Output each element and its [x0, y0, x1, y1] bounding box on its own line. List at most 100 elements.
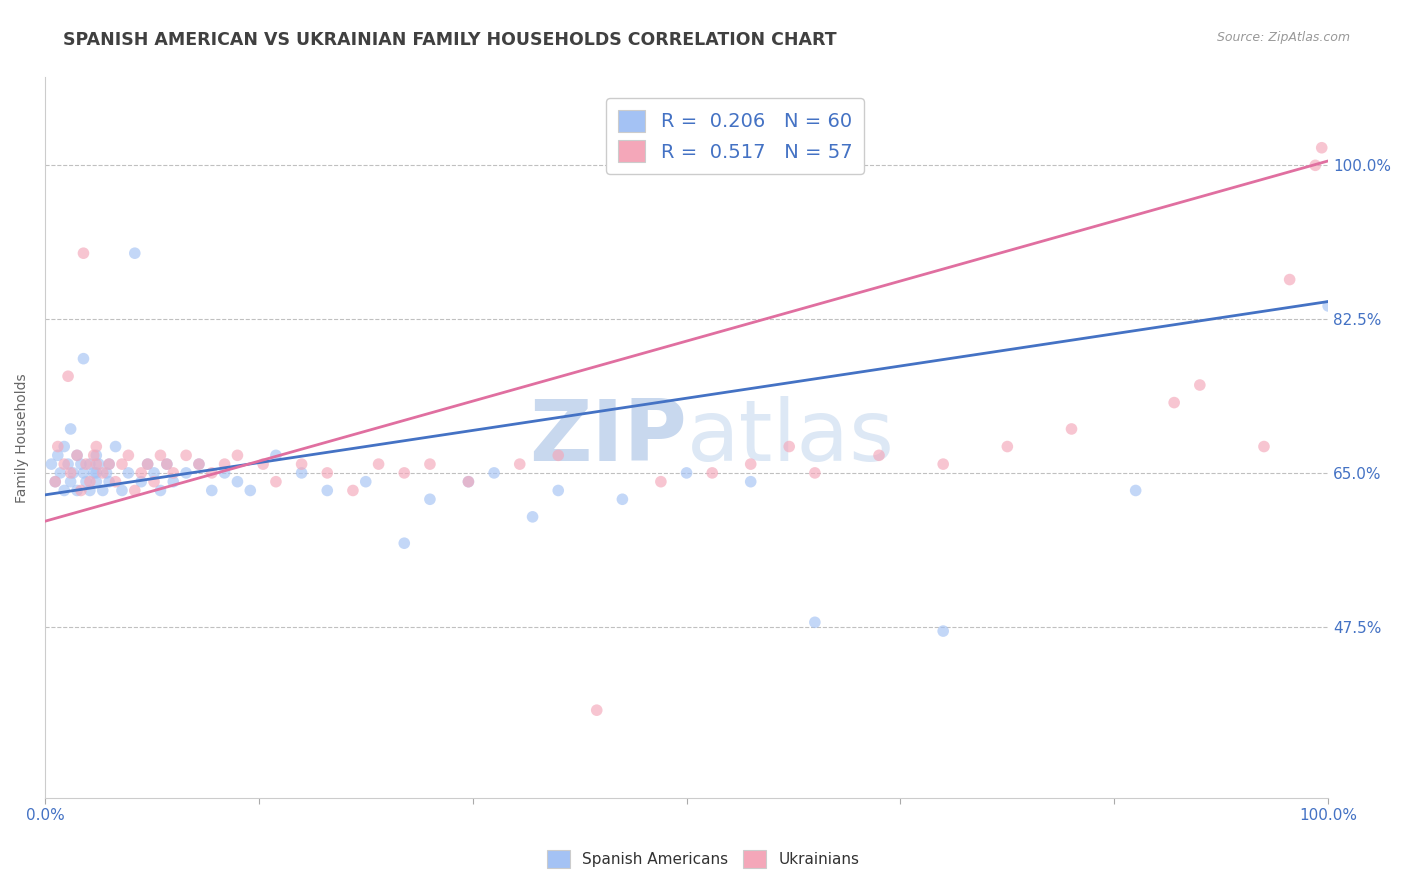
- Point: [702, 466, 724, 480]
- Point: [1317, 299, 1340, 313]
- Point: [111, 483, 134, 498]
- Point: [75, 457, 97, 471]
- Legend: Spanish Americans, Ukrainians: Spanish Americans, Ukrainians: [538, 843, 868, 875]
- Point: [457, 475, 479, 489]
- Point: [740, 457, 762, 471]
- Point: [124, 483, 146, 498]
- Point: [354, 475, 377, 489]
- Point: [650, 475, 672, 489]
- Point: [188, 457, 211, 471]
- Point: [98, 457, 121, 471]
- Point: [72, 466, 94, 480]
- Point: [239, 483, 262, 498]
- Point: [70, 457, 93, 471]
- Point: [316, 483, 339, 498]
- Point: [342, 483, 364, 498]
- Point: [98, 475, 121, 489]
- Point: [932, 457, 955, 471]
- Point: [367, 457, 389, 471]
- Point: [96, 466, 118, 480]
- Point: [612, 492, 634, 507]
- Y-axis label: Family Households: Family Households: [15, 373, 30, 502]
- Point: [457, 475, 479, 489]
- Point: [214, 466, 236, 480]
- Point: [1278, 272, 1301, 286]
- Point: [264, 475, 287, 489]
- Point: [1310, 141, 1333, 155]
- Point: [778, 440, 800, 454]
- Point: [522, 509, 544, 524]
- Text: SPANISH AMERICAN VS UKRAINIAN FAMILY HOUSEHOLDS CORRELATION CHART: SPANISH AMERICAN VS UKRAINIAN FAMILY HOU…: [63, 31, 837, 49]
- Point: [56, 369, 79, 384]
- Point: [419, 492, 441, 507]
- Point: [53, 457, 76, 471]
- Point: [72, 351, 94, 366]
- Point: [46, 440, 69, 454]
- Point: [201, 466, 224, 480]
- Point: [252, 457, 274, 471]
- Point: [1303, 158, 1326, 172]
- Point: [201, 483, 224, 498]
- Point: [72, 246, 94, 260]
- Point: [804, 615, 827, 630]
- Point: [66, 483, 89, 498]
- Point: [264, 448, 287, 462]
- Point: [188, 457, 211, 471]
- Point: [932, 624, 955, 638]
- Point: [174, 466, 197, 480]
- Point: [87, 457, 110, 471]
- Point: [129, 466, 152, 480]
- Point: [41, 457, 63, 471]
- Point: [59, 422, 82, 436]
- Point: [129, 475, 152, 489]
- Point: [98, 457, 121, 471]
- Legend: R =  0.206   N = 60, R =  0.517   N = 57: R = 0.206 N = 60, R = 0.517 N = 57: [606, 98, 865, 174]
- Point: [84, 457, 107, 471]
- Point: [547, 448, 569, 462]
- Point: [394, 536, 416, 550]
- Point: [174, 448, 197, 462]
- Point: [79, 475, 101, 489]
- Text: Source: ZipAtlas.com: Source: ZipAtlas.com: [1216, 31, 1350, 45]
- Point: [49, 466, 72, 480]
- Point: [124, 246, 146, 260]
- Point: [104, 440, 127, 454]
- Point: [66, 448, 89, 462]
- Point: [75, 475, 97, 489]
- Point: [143, 475, 166, 489]
- Point: [59, 475, 82, 489]
- Point: [136, 457, 159, 471]
- Point: [482, 466, 505, 480]
- Point: [53, 440, 76, 454]
- Point: [56, 457, 79, 471]
- Point: [117, 466, 139, 480]
- Point: [79, 457, 101, 471]
- Point: [1188, 378, 1211, 392]
- Point: [291, 466, 314, 480]
- Point: [675, 466, 697, 480]
- Point: [316, 466, 339, 480]
- Point: [162, 475, 184, 489]
- Point: [91, 483, 114, 498]
- Point: [44, 475, 66, 489]
- Point: [143, 466, 166, 480]
- Point: [53, 483, 76, 498]
- Point: [83, 448, 105, 462]
- Text: ZIP: ZIP: [529, 396, 686, 479]
- Point: [419, 457, 441, 471]
- Point: [1125, 483, 1147, 498]
- Point: [84, 466, 107, 480]
- Point: [804, 466, 827, 480]
- Point: [59, 466, 82, 480]
- Point: [291, 457, 314, 471]
- Point: [66, 448, 89, 462]
- Point: [214, 457, 236, 471]
- Point: [149, 448, 172, 462]
- Point: [111, 457, 134, 471]
- Point: [149, 483, 172, 498]
- Point: [136, 457, 159, 471]
- Point: [1163, 395, 1185, 409]
- Point: [44, 475, 66, 489]
- Point: [84, 475, 107, 489]
- Point: [84, 448, 107, 462]
